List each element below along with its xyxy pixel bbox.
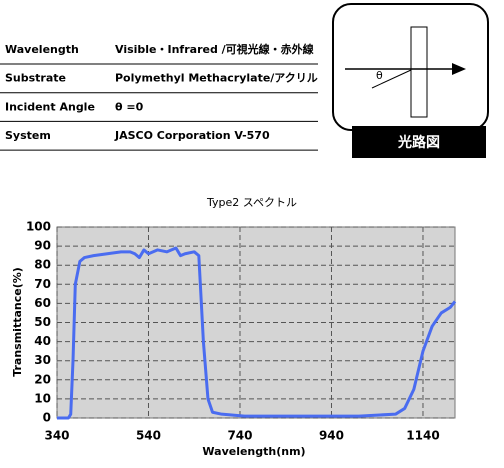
row-label: System xyxy=(5,129,51,142)
y-tick-label: 50 xyxy=(34,315,51,329)
caption-box xyxy=(352,126,486,158)
x-tick-label: 540 xyxy=(136,429,161,443)
row-value: θ =0 xyxy=(115,100,144,113)
y-tick-label: 80 xyxy=(34,258,51,272)
x-tick-label: 340 xyxy=(44,429,69,443)
y-tick-label: 40 xyxy=(34,334,51,348)
caption: 光路図 xyxy=(397,134,440,151)
spectrum-line xyxy=(57,246,457,420)
row-value: Visible・Infrared /可視光線・赤外線 xyxy=(115,42,314,56)
row-label: Substrate xyxy=(5,72,66,85)
x-axis-label: Wavelength(nm) xyxy=(202,445,305,458)
info-table: Wavelength Visible・Infrared /可視光線・赤外線 Subs… xyxy=(0,42,318,151)
y-tick-label: 0 xyxy=(43,411,51,425)
x-tick-label: 940 xyxy=(319,429,344,443)
y-tick-label: 10 xyxy=(34,391,51,405)
y-tick-label: 20 xyxy=(34,372,51,386)
row-value: Polymethyl Methacrylate/アクリル xyxy=(115,72,318,85)
y-tick-label: 60 xyxy=(34,296,51,310)
row-label: Wavelength xyxy=(5,43,79,56)
angle-label: θ xyxy=(376,69,383,82)
y-axis-label: Transmittance(%) xyxy=(11,267,24,377)
y-tick-label: 70 xyxy=(34,277,51,291)
row-label: Incident Angle xyxy=(5,100,95,113)
y-tick-label: 90 xyxy=(34,239,51,253)
angle-line xyxy=(371,69,412,89)
y-tick-label: 30 xyxy=(34,353,51,367)
substrate-plate xyxy=(410,26,428,118)
row-value: JASCO Corporation V-570 xyxy=(114,129,270,142)
x-tick-label: 1140 xyxy=(406,429,439,443)
arrow-head xyxy=(452,63,466,75)
x-tick-label: 740 xyxy=(227,429,252,443)
chart-title: Type2 スペクトル xyxy=(206,196,297,209)
y-tick-label: 100 xyxy=(26,220,51,234)
